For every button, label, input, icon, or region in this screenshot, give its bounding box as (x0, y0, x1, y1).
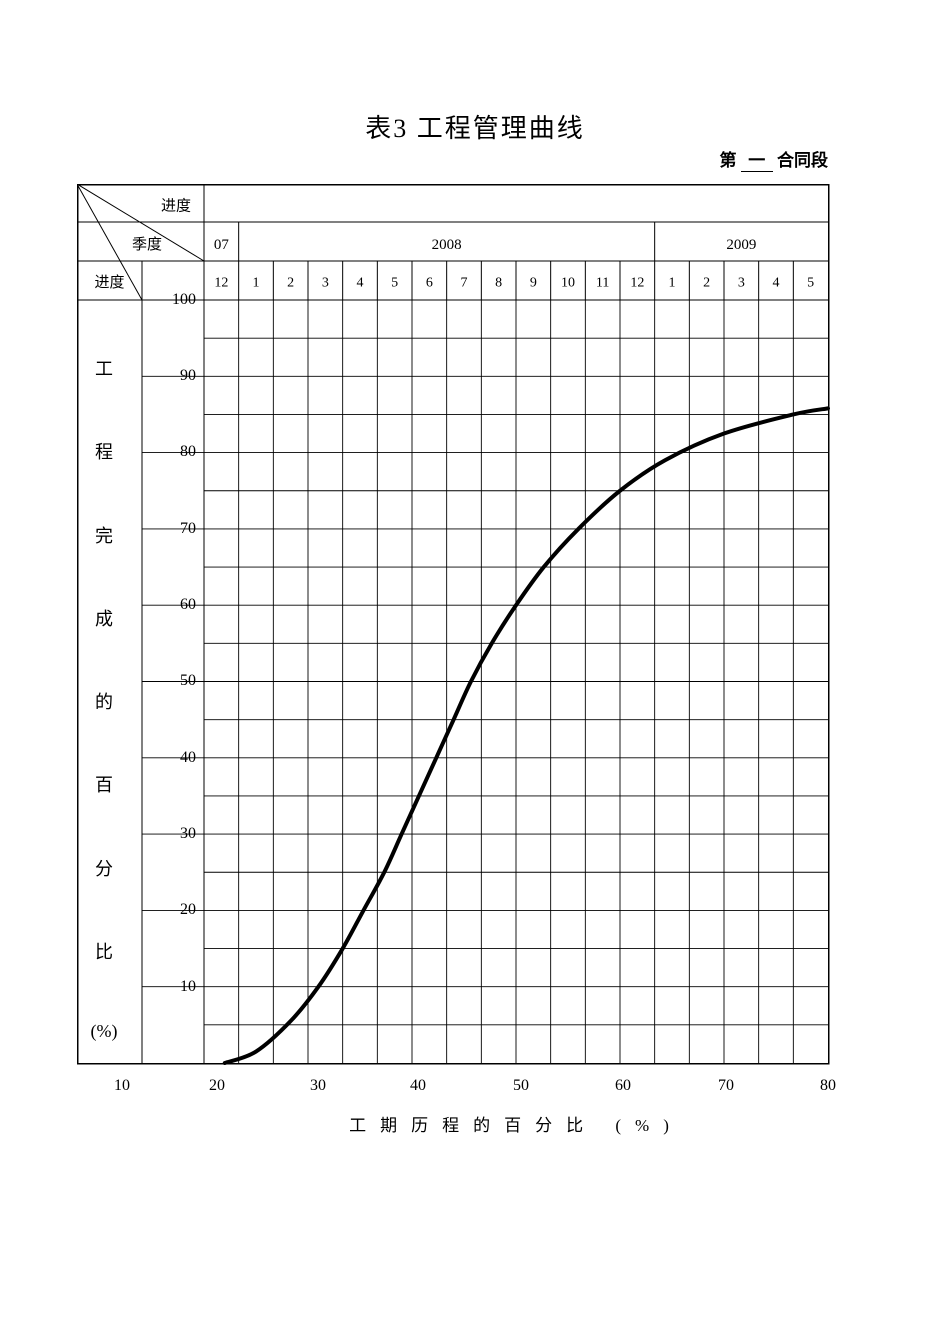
svg-text:1: 1 (669, 276, 676, 291)
x-tick: 20 (209, 1077, 225, 1095)
svg-text:9: 9 (530, 276, 537, 291)
svg-text:6: 6 (426, 276, 433, 291)
svg-text:进度: 进度 (161, 197, 191, 214)
svg-text:12: 12 (214, 276, 228, 291)
svg-text:2008: 2008 (432, 237, 462, 253)
svg-text:7: 7 (461, 276, 468, 291)
svg-text:季度: 季度 (132, 236, 162, 253)
subtitle-suffix: 合同段 (777, 151, 828, 170)
svg-text:10: 10 (561, 276, 575, 291)
x-tick: 70 (718, 1077, 734, 1095)
page: 表3 工程管理曲线 第 一 合同段 工程完成的百分比(%) 1009080706… (0, 0, 950, 1344)
x-tick: 50 (513, 1077, 529, 1095)
svg-text:进度: 进度 (94, 274, 124, 291)
x-tick: 60 (615, 1077, 631, 1095)
svg-text:8: 8 (495, 276, 502, 291)
svg-text:2: 2 (287, 276, 294, 291)
svg-text:4: 4 (357, 276, 364, 291)
svg-text:5: 5 (807, 276, 814, 291)
svg-text:1: 1 (253, 276, 260, 291)
svg-text:5: 5 (391, 276, 398, 291)
chart-svg: 进度季度进度07200820091212345678910111212345 (77, 184, 830, 1065)
svg-text:2: 2 (703, 276, 710, 291)
x-tick: 40 (410, 1077, 426, 1095)
x-tick: 30 (310, 1077, 326, 1095)
svg-text:07: 07 (214, 237, 230, 253)
chart-title: 表3 工程管理曲线 (0, 108, 950, 145)
svg-text:2009: 2009 (726, 237, 756, 253)
subtitle-prefix: 第 (720, 151, 737, 170)
subtitle: 第 一 合同段 (720, 146, 829, 172)
x-tick: 80 (820, 1077, 836, 1095)
svg-text:4: 4 (773, 276, 780, 291)
svg-text:3: 3 (322, 276, 329, 291)
svg-text:11: 11 (596, 276, 609, 291)
subtitle-value: 一 (741, 146, 773, 172)
svg-text:12: 12 (630, 276, 644, 291)
svg-text:3: 3 (738, 276, 745, 291)
x-axis-label: 工期历程的百分比 (%) (204, 1111, 828, 1136)
x-tick: 10 (114, 1077, 130, 1095)
